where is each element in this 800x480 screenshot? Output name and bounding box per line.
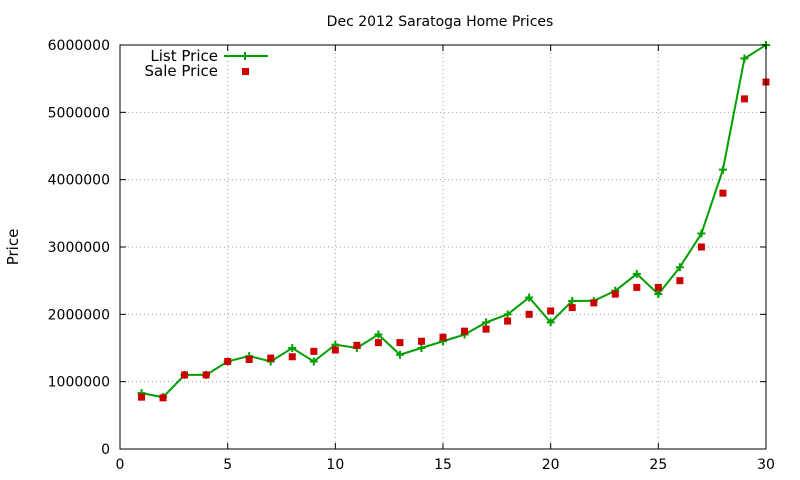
sale-price-point	[439, 333, 447, 341]
x-tick-label: 20	[542, 457, 560, 473]
sale-price-point	[461, 327, 469, 335]
list-price-point	[503, 310, 512, 319]
legend: List Price Sale Price	[145, 47, 268, 80]
x-tick-label: 0	[116, 457, 125, 473]
x-tick-label: 5	[223, 457, 232, 473]
y-tick-label: 2000000	[48, 307, 110, 323]
legend-marker-sale-price	[242, 68, 249, 75]
x-tick-label: 15	[434, 457, 452, 473]
list-price-point	[395, 350, 404, 359]
list-price-point	[288, 344, 297, 352]
sale-price-point	[525, 310, 533, 318]
list-price-point	[632, 269, 641, 278]
list-price-point	[482, 318, 491, 327]
sale-price-point	[288, 353, 296, 361]
list-price-line	[141, 44, 767, 399]
legend-label-sale-price: Sale Price	[145, 62, 218, 80]
sale-price-point	[224, 357, 232, 365]
list-price-point	[309, 357, 318, 366]
sale-price-point	[181, 371, 189, 379]
list-price-point	[525, 293, 534, 302]
sale-price-point	[202, 371, 210, 379]
list-price-point	[697, 229, 706, 238]
sale-price-point	[331, 346, 339, 354]
sale-price-point	[504, 317, 512, 325]
list-price-point	[417, 344, 426, 352]
list-price-point	[718, 165, 727, 174]
sale-price-point	[611, 290, 619, 298]
list-price-point	[675, 263, 684, 272]
sale-price-point	[353, 341, 361, 349]
list-price-point	[568, 296, 577, 305]
sale-price-point	[590, 299, 598, 307]
sale-price-point	[568, 304, 576, 312]
sale-price-point	[310, 347, 318, 355]
sale-price-point	[374, 339, 382, 347]
sale-price-point	[740, 95, 748, 103]
y-tick-label: 1000000	[48, 375, 110, 391]
y-axis-label: Price	[4, 229, 22, 266]
legend-marker-list-price	[241, 52, 249, 60]
list-price-point	[654, 290, 663, 299]
x-tick-label: 10	[326, 457, 344, 473]
y-tick-label: 6000000	[48, 38, 110, 54]
sale-price-point	[482, 325, 490, 333]
legend-label-list-price: List Price	[150, 47, 218, 65]
x-tick-label: 25	[649, 457, 667, 473]
list-price-point	[740, 54, 749, 63]
list-price-point	[374, 330, 383, 339]
tick-labels: 0 5 10 15 20 25 30 0 1000000 2000000 3000000 400000…	[48, 38, 775, 473]
grid-lines	[120, 45, 766, 449]
series-layer	[137, 41, 770, 402]
x-tick-label: 30	[757, 457, 775, 473]
sale-price-point	[396, 339, 404, 347]
y-tick-label: 4000000	[48, 173, 110, 189]
sale-price-point	[719, 189, 727, 197]
sale-price-point	[159, 394, 167, 402]
sale-price-point	[654, 283, 662, 291]
sale-price-point	[633, 283, 641, 291]
sale-price-point	[676, 277, 684, 285]
sale-price-point	[267, 354, 275, 362]
y-tick-label: 5000000	[48, 105, 110, 121]
plot-frame	[119, 44, 767, 450]
list-price-point	[546, 318, 555, 327]
sale-price-point	[417, 337, 425, 345]
sale-price-point	[697, 243, 705, 251]
chart-title: Dec 2012 Saratoga Home Prices	[327, 14, 554, 30]
y-tick-label: 3000000	[48, 240, 110, 256]
sale-price-point	[547, 307, 555, 315]
y-tick-label: 0	[101, 442, 110, 458]
sale-price-point	[245, 355, 253, 363]
sale-price-point	[138, 393, 146, 401]
